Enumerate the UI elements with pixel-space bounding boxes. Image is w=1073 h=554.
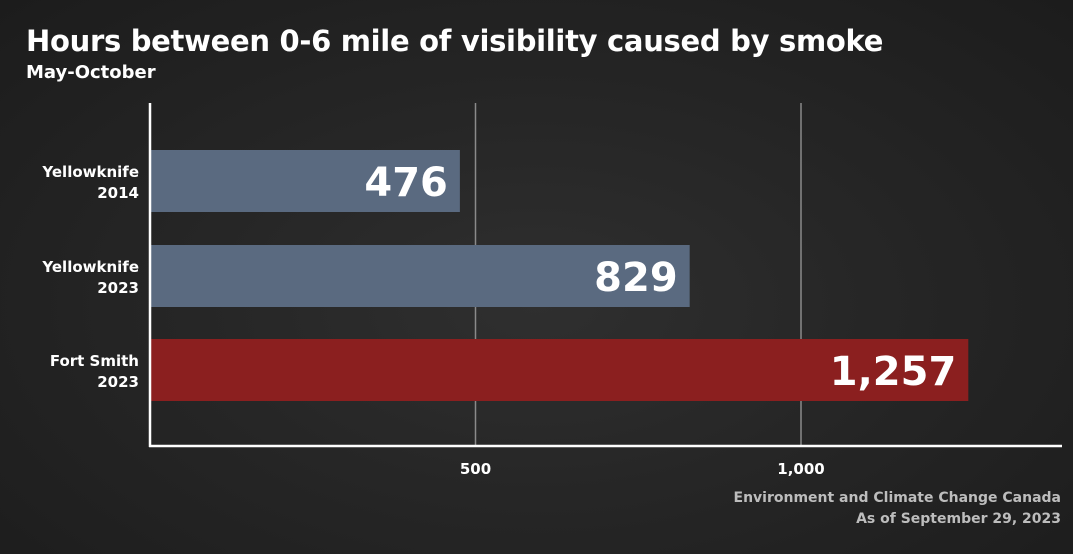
category-label-line: 2014 <box>97 184 139 202</box>
source-note: Environment and Climate Change Canada As… <box>734 488 1062 530</box>
bar-1 <box>150 245 690 307</box>
source-line-2: As of September 29, 2023 <box>856 511 1061 527</box>
category-label: Yellowknife 2023 <box>41 258 139 297</box>
bar-value-label: 829 <box>594 255 678 301</box>
category-label: Fort Smith 2023 <box>50 352 139 391</box>
x-tick-label: 500 <box>460 460 491 478</box>
source-line-1: Environment and Climate Change Canada <box>733 490 1062 506</box>
category-label-line: Fort Smith <box>50 352 139 370</box>
bar-0 <box>150 150 460 212</box>
category-label-line: 2023 <box>97 373 139 391</box>
category-label-line: 2023 <box>97 279 139 297</box>
bar-value-label: 476 <box>364 160 448 206</box>
category-label: Yellowknife 2014 <box>41 163 139 202</box>
bar-2 <box>150 339 969 401</box>
category-label-line: Yellowknife <box>41 258 139 276</box>
chart-title: Hours between 0-6 mile of visibility cau… <box>26 24 884 58</box>
bar-value-label: 1,257 <box>830 349 957 395</box>
chart-subtitle: May-October <box>26 62 156 83</box>
category-label-line: Yellowknife <box>41 163 139 181</box>
x-tick-label: 1,000 <box>777 460 824 478</box>
